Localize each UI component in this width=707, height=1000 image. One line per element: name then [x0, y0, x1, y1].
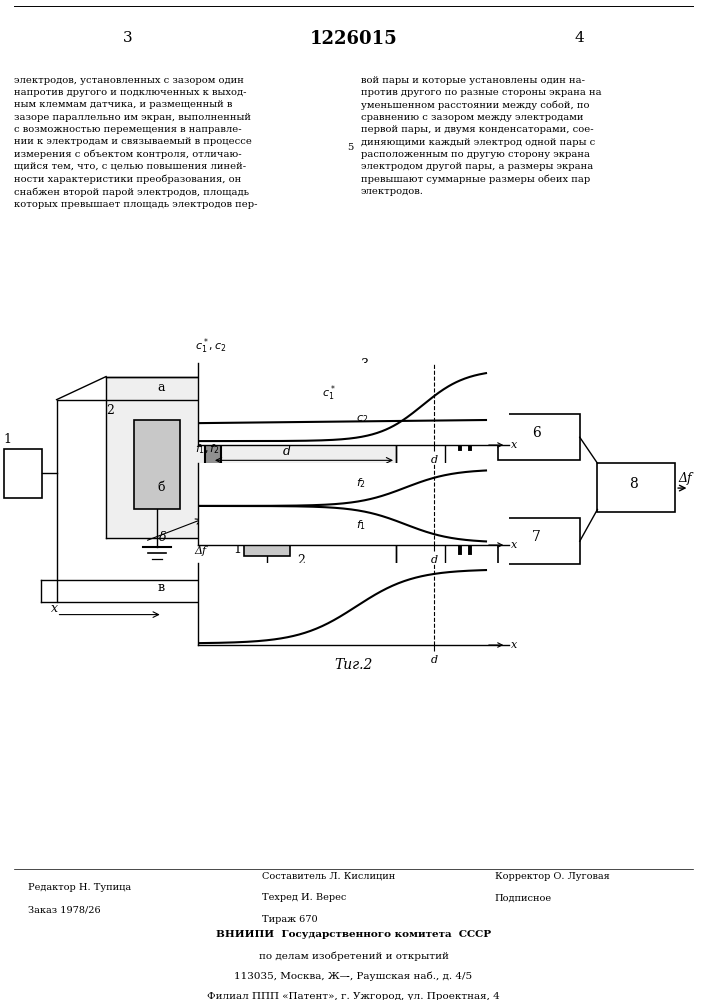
Text: d: d: [283, 445, 291, 458]
Text: Τиг.1: Τиг.1: [228, 627, 267, 641]
Text: $f_1, f_2$: $f_1, f_2$: [195, 443, 220, 456]
Text: в: в: [157, 581, 164, 594]
Text: Редактор Н. Тупица: Редактор Н. Тупица: [28, 883, 132, 892]
Text: 5: 5: [481, 426, 488, 436]
Text: a: a: [157, 381, 165, 394]
Text: $c_1^*, c_2$: $c_1^*, c_2$: [195, 337, 227, 356]
Text: по делам изобретений и открытий: по делам изобретений и открытий: [259, 951, 448, 961]
Bar: [134, 420, 180, 509]
Text: 4: 4: [444, 412, 451, 422]
Text: Заказ 1978/26: Заказ 1978/26: [28, 906, 101, 914]
Text: 5: 5: [346, 143, 354, 152]
Text: Тираж 670: Тираж 670: [262, 915, 317, 924]
Text: Корректор О. Луговая: Корректор О. Луговая: [495, 872, 609, 881]
Text: δ: δ: [159, 531, 167, 544]
Text: 1226015: 1226015: [310, 29, 397, 47]
Text: 1: 1: [233, 543, 241, 556]
Text: Δf: Δf: [195, 546, 207, 556]
Text: $f_2$: $f_2$: [356, 476, 366, 490]
Bar: [205, 434, 221, 538]
Text: Δf: Δf: [679, 472, 692, 485]
Text: 2: 2: [297, 554, 305, 567]
Text: 6: 6: [532, 426, 540, 440]
Text: 4: 4: [575, 31, 585, 45]
Bar: [597, 463, 675, 512]
Bar: [57, 400, 396, 602]
Text: ВНИИПИ  Государственного комитета  СССР: ВНИИПИ Государственного комитета СССР: [216, 930, 491, 939]
Text: 5: 5: [481, 530, 488, 540]
Text: 2: 2: [106, 404, 114, 417]
Text: x: x: [510, 640, 517, 650]
Text: Τиг.2: Τиг.2: [334, 658, 373, 672]
Text: x: x: [51, 602, 58, 615]
Text: 3: 3: [122, 31, 132, 45]
Text: 8: 8: [629, 477, 638, 491]
Text: 3: 3: [361, 358, 368, 371]
Text: $f_1$: $f_1$: [356, 518, 366, 532]
Polygon shape: [106, 377, 396, 538]
Text: $c_1^*$: $c_1^*$: [322, 383, 336, 403]
Text: 4: 4: [444, 516, 451, 526]
Text: 1: 1: [4, 433, 11, 446]
Bar: [4, 449, 42, 498]
Text: 7: 7: [532, 530, 541, 544]
Text: x: x: [510, 440, 517, 450]
Bar: [498, 414, 580, 460]
Text: б: б: [157, 481, 165, 494]
Text: 113035, Москва, Ж—̵, Раушская наб., д. 4/5: 113035, Москва, Ж—̵, Раушская наб., д. 4…: [235, 972, 472, 981]
Text: вой пары и которые установлены один на-
против другого по разные стороны экрана : вой пары и которые установлены один на- …: [361, 76, 601, 196]
Text: $c_2$: $c_2$: [356, 413, 368, 425]
Text: Подписное: Подписное: [495, 893, 552, 902]
Text: x: x: [510, 540, 517, 550]
Bar: [244, 466, 290, 556]
Text: Составитель Л. Кислицин: Составитель Л. Кислицин: [262, 872, 395, 881]
Bar: [498, 518, 580, 564]
Text: электродов, установленных с зазором один
напротив другого и подключенных к выход: электродов, установленных с зазором один…: [14, 76, 257, 209]
Text: Филиал ППП «Патент», г. Ужгород, ул. Проектная, 4: Филиал ППП «Патент», г. Ужгород, ул. Про…: [207, 992, 500, 1000]
Text: Техред И. Верес: Техред И. Верес: [262, 893, 346, 902]
